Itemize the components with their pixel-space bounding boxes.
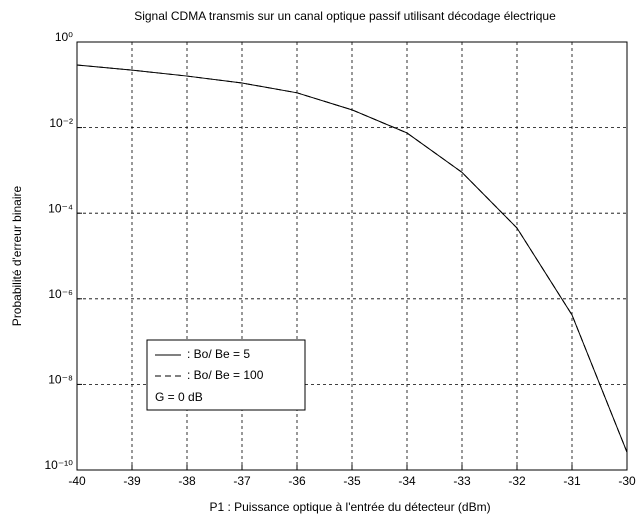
x-tick-label: -36 bbox=[288, 474, 306, 488]
chart-title: Signal CDMA transmis sur un canal optiqu… bbox=[134, 9, 556, 23]
x-tick-label: -35 bbox=[343, 474, 361, 488]
x-axis-label: P1 : Puissance optique à l'entrée du dét… bbox=[209, 500, 490, 514]
x-tick-label: -40 bbox=[68, 474, 86, 488]
x-tick-label: -30 bbox=[618, 474, 636, 488]
x-tick-label: -32 bbox=[508, 474, 526, 488]
y-tick-label: 10⁻⁶ bbox=[48, 287, 73, 301]
plot-frame bbox=[76, 41, 628, 471]
legend-note: G = 0 dB bbox=[155, 390, 203, 404]
x-tick-label: -39 bbox=[123, 474, 141, 488]
x-tick-label: -34 bbox=[398, 474, 416, 488]
y-tick-label: 10⁻⁴ bbox=[48, 201, 73, 215]
y-tick-label: 10⁻² bbox=[49, 116, 73, 130]
y-axis-label: Probabilité d'erreur binaire bbox=[10, 185, 24, 326]
x-tick-label: -37 bbox=[233, 474, 251, 488]
legend-box bbox=[146, 339, 306, 411]
x-tick-label: -38 bbox=[178, 474, 196, 488]
legend-label: : Bo/ Be = 5 bbox=[187, 347, 250, 361]
y-tick-label: 10⁻¹⁰ bbox=[45, 458, 74, 472]
y-tick-label: 10⁰ bbox=[55, 30, 73, 44]
series-line bbox=[76, 64, 628, 453]
legend-label: : Bo/ Be = 100 bbox=[187, 368, 264, 382]
y-tick-label: 10⁻⁸ bbox=[48, 373, 73, 387]
x-tick-label: -31 bbox=[563, 474, 581, 488]
x-tick-label: -33 bbox=[453, 474, 471, 488]
